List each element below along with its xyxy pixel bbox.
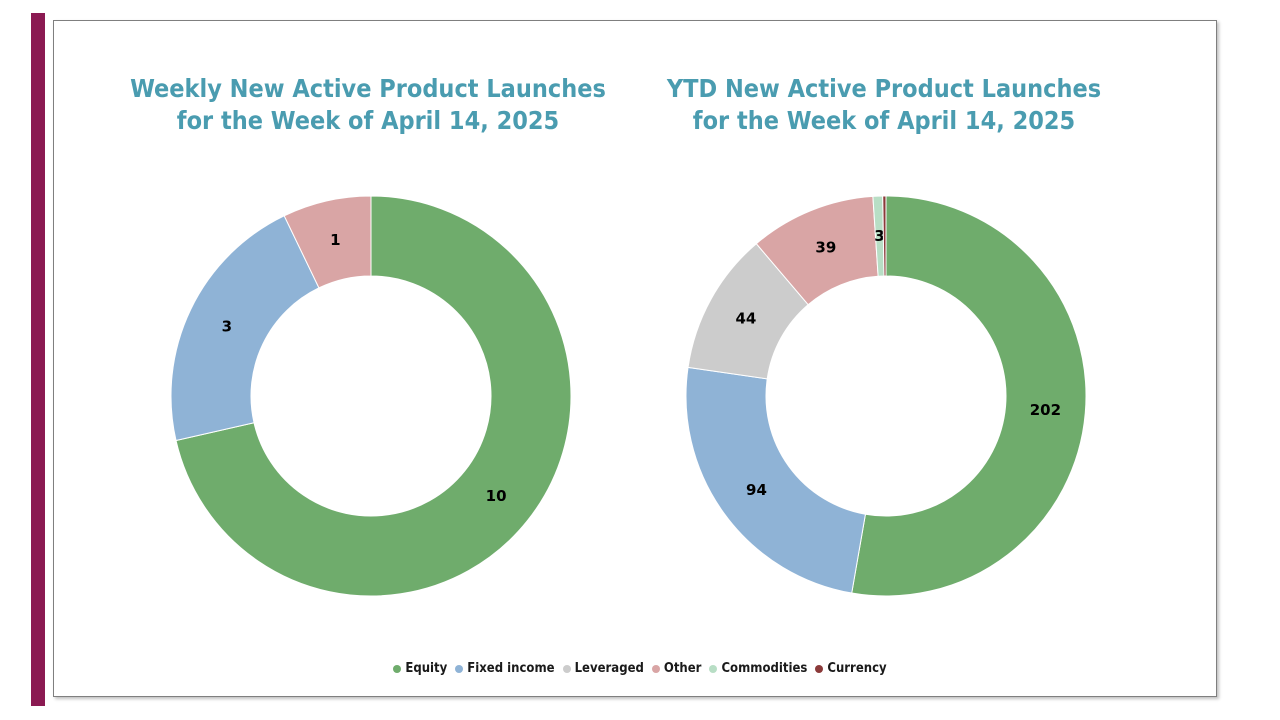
legend-marker-fixed-income [455,664,464,673]
weekly-slice-other [283,195,372,289]
legend-item-commodities: Commodities [709,661,807,676]
accent-bar [31,13,45,706]
ytd-chart-title-line-2: for the Week of April 14, 2025 [692,106,1076,135]
ytd-chart-title: YTD New Active Product Launches for the … [604,73,1164,137]
ytd-label-leveraged: 44 [735,310,756,328]
legend-label-leveraged: Leveraged [574,661,644,676]
legend-item-other: Other [651,661,702,676]
ytd-slice-equity [851,195,1087,597]
legend-item-equity: Equity [393,661,447,676]
legend-label-equity: Equity [405,661,448,676]
legend-marker-equity [393,664,402,673]
legend-label-fixed-income: Fixed income [467,661,555,676]
weekly-chart-title: Weekly New Active Product Launches for t… [88,73,648,137]
legend-label-other: Other [663,661,702,676]
weekly-label-other: 1 [330,231,340,249]
weekly-chart-title-line-1: Weekly New Active Product Launches [130,74,606,103]
legend-marker-commodities [709,664,718,673]
legend-marker-other [651,664,660,673]
weekly-slice-fixed-income [170,215,320,442]
ytd-chart-title-line-1: YTD New Active Product Launches [666,74,1102,103]
ytd-label-commodities: 3 [874,227,884,245]
ytd-label-fixed-income: 94 [746,481,767,499]
legend-item-fixed-income: Fixed income [455,661,555,676]
ytd-slice-currency [882,195,887,277]
ytd-label-other: 39 [815,239,836,257]
legend-marker-currency [815,664,824,673]
weekly-label-equity: 10 [486,487,507,505]
legend-label-currency: Currency [827,661,887,676]
legend-item-currency: Currency [815,661,887,676]
weekly-label-fixed-income: 3 [222,318,232,336]
ytd-donut: 202 94 44 39 3 [685,195,1087,597]
chart-legend: Equity Fixed income Leveraged Other Commodit… [0,661,1280,676]
weekly-donut: 10 3 1 [170,195,572,597]
legend-marker-leveraged [562,664,571,673]
legend-item-leveraged: Leveraged [562,661,644,676]
ytd-slice-fixed-income [685,366,867,594]
ytd-label-equity: 202 [1030,401,1061,419]
weekly-chart-title-line-2: for the Week of April 14, 2025 [176,106,560,135]
legend-label-commodities: Commodities [721,661,808,676]
weekly-slice-equity [175,195,572,597]
